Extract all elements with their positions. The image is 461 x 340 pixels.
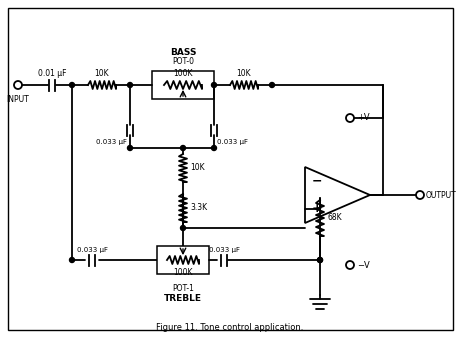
Text: TREBLE: TREBLE — [164, 294, 202, 303]
Text: 0.033 μF: 0.033 μF — [96, 139, 127, 145]
Circle shape — [181, 146, 185, 151]
Bar — [157, 246, 209, 274]
Circle shape — [70, 83, 75, 87]
Text: +: + — [312, 203, 322, 216]
Circle shape — [416, 191, 424, 199]
Circle shape — [212, 146, 217, 151]
Text: 68K: 68K — [327, 214, 342, 222]
Text: +V: +V — [357, 114, 370, 122]
Text: POT-1: POT-1 — [172, 284, 194, 293]
Circle shape — [14, 81, 22, 89]
Text: 100K: 100K — [173, 69, 193, 78]
Circle shape — [128, 83, 132, 87]
Text: 0.033 μF: 0.033 μF — [208, 247, 240, 253]
Circle shape — [318, 257, 323, 262]
Circle shape — [212, 83, 217, 87]
Text: 10K: 10K — [190, 164, 205, 172]
Text: 0.033 μF: 0.033 μF — [217, 139, 248, 145]
Circle shape — [346, 114, 354, 122]
Text: BASS: BASS — [170, 48, 196, 57]
Text: 10K: 10K — [95, 69, 109, 78]
Text: OUTPUT: OUTPUT — [426, 190, 457, 200]
Text: −V: −V — [357, 260, 370, 270]
Bar — [152, 71, 214, 99]
Circle shape — [70, 257, 75, 262]
Text: 10K: 10K — [236, 69, 251, 78]
Circle shape — [181, 225, 185, 231]
Text: POT-0: POT-0 — [172, 57, 194, 66]
Text: Figure 11. Tone control application.: Figure 11. Tone control application. — [156, 323, 304, 332]
Circle shape — [318, 257, 323, 262]
Text: −: − — [312, 174, 322, 187]
Text: 3.3K: 3.3K — [190, 204, 207, 212]
Circle shape — [346, 261, 354, 269]
Text: INPUT: INPUT — [6, 95, 30, 104]
Circle shape — [128, 146, 132, 151]
Text: 0.01 μF: 0.01 μF — [38, 69, 66, 78]
Text: 0.033 μF: 0.033 μF — [77, 247, 107, 253]
Text: 100K: 100K — [173, 268, 193, 277]
Circle shape — [270, 83, 274, 87]
